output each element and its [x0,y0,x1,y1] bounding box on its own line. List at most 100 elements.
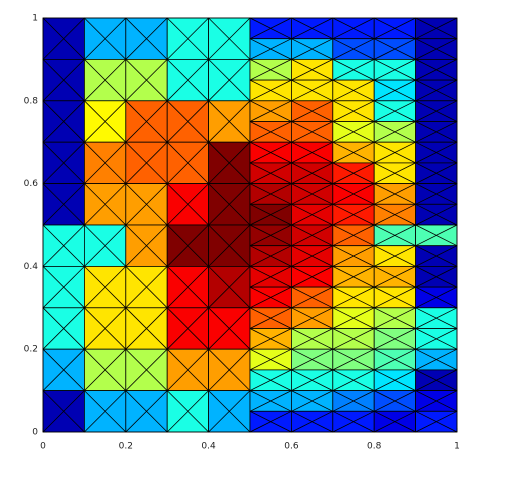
mesh-edge [291,121,333,143]
mesh-edge [249,183,292,205]
mesh-edge [374,183,416,205]
mesh-edge [415,203,458,226]
mesh-edge [332,286,375,309]
mesh-edge [374,307,416,329]
mesh-edge [374,141,416,164]
mesh-edge [249,100,292,122]
mesh-edge [208,224,251,267]
mesh-edge [249,266,292,288]
mesh-edge [42,183,85,226]
mesh-edge [42,390,85,433]
mesh-edge [332,224,375,247]
mesh-edge [166,266,209,309]
mesh-edge [291,162,333,184]
mesh-edge [415,162,458,184]
mesh-edge [415,17,458,40]
mesh-edge [208,141,251,184]
mesh [42,17,458,433]
mesh-edge [125,183,168,226]
mesh-edge [374,390,416,412]
mesh-edge [332,79,375,102]
mesh-edge [249,348,292,371]
mesh-edge [125,17,168,60]
mesh-edge [291,369,333,391]
x-tick-label: 0 [40,442,46,452]
mesh-edge [84,390,127,433]
mesh-edge [291,79,333,102]
mesh-edge [249,328,292,350]
mesh-edge [374,121,416,143]
mesh-edge [125,390,168,433]
mesh-edge [374,100,416,122]
mesh-edge [415,348,458,371]
y-tick-label: 0 [32,428,38,438]
mesh-edge [415,369,458,391]
mesh-edge [84,266,127,309]
x-tick-label: 1 [454,442,460,452]
mesh-edge [415,79,458,102]
mesh-edge [374,203,416,226]
mesh-edge [332,183,375,205]
mesh-edge [249,162,292,184]
mesh-edge [125,348,168,391]
mesh-edge [374,369,416,391]
mesh-edge [291,286,333,309]
mesh-edge [374,224,416,247]
mesh-edge [166,224,209,267]
x-tick-label: 0.6 [284,442,299,452]
mesh-edge [84,224,127,267]
mesh-edge [166,100,209,143]
axes: 0 0.2 0.4 0.6 0.8 1 0 0.2 0.4 0.6 0.8 1 [24,14,460,452]
mesh-edge [415,286,458,309]
y-tick-label: 0.4 [24,262,39,272]
mesh-edge [249,224,292,247]
mesh-edge [291,390,333,412]
mesh-edge [84,348,127,391]
mesh-edge [249,286,292,309]
mesh-edge [42,141,85,184]
mesh-edge [42,17,85,60]
mesh-edge [249,245,292,267]
mesh-edge [374,162,416,184]
mesh-edge [291,141,333,164]
mesh-edge [415,410,458,433]
mesh-edge [332,369,375,391]
mesh-edge [166,390,209,433]
mesh-edge [415,224,458,247]
mesh-edge [332,348,375,371]
mesh-edge [415,328,458,350]
y-tick-label: 0.8 [24,96,39,106]
mesh-edge [125,59,168,102]
x-tick-label: 0.8 [367,442,382,452]
mesh-edge [208,183,251,226]
mesh-edge [332,328,375,350]
mesh-edge [291,266,333,288]
y-tick-label: 0.2 [24,345,38,355]
mesh-edge [125,100,168,143]
mesh-edge [291,245,333,267]
mesh-edge [84,183,127,226]
mesh-edge [208,390,251,433]
mesh-edge [125,266,168,309]
mesh-edge [42,307,85,350]
mesh-edge [166,183,209,226]
mesh-edge [374,59,416,81]
mesh-edge [291,38,333,60]
mesh-edge [374,410,416,433]
mesh-edge [42,266,85,309]
mesh-edge [208,348,251,391]
mesh-edge [291,328,333,350]
mesh-edge [415,390,458,412]
mesh-edge [332,59,375,81]
mesh-edge [249,203,292,226]
mesh-edge [415,59,458,81]
mesh-edge [374,348,416,371]
mesh-edge [332,245,375,267]
mesh-edge [415,307,458,329]
mesh-edge [249,59,292,81]
mesh-edge [42,100,85,143]
mesh-edge [84,307,127,350]
mesh-edge [166,59,209,102]
